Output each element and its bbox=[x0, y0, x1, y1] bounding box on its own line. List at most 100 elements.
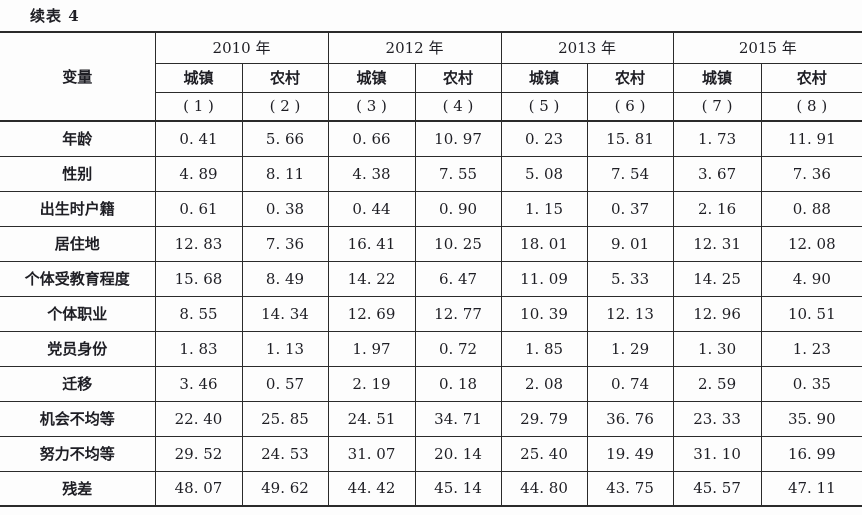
table-cell: 1. 85 bbox=[501, 331, 588, 367]
table-header: 变量 2010 年 2012 年 2013 年 2015 年 城镇 农村 城镇 … bbox=[0, 32, 862, 122]
table-cell: 25. 40 bbox=[501, 436, 588, 472]
corner-header-variable: 变量 bbox=[0, 32, 156, 122]
table-cell: 8. 55 bbox=[155, 296, 243, 332]
table-cell: 5. 08 bbox=[501, 156, 588, 192]
table-cell: 12. 31 bbox=[673, 226, 762, 262]
subheader-urban: 城镇 bbox=[673, 63, 762, 93]
table-row-residence: 居住地 12. 83 7. 36 16. 41 10. 25 18. 01 9. 01 12.… bbox=[0, 226, 862, 262]
table-cell: 12. 77 bbox=[415, 296, 502, 332]
row-label: 性别 bbox=[0, 156, 156, 192]
table-cell: 10. 39 bbox=[501, 296, 588, 332]
table-row-effort-inequality: 努力不均等 29. 52 24. 53 31. 07 20. 14 25. 40 19. 4… bbox=[0, 436, 862, 472]
table-cell: 35. 90 bbox=[761, 401, 862, 437]
year-header-2015: 2015 年 bbox=[673, 32, 862, 64]
table-cell: 1. 73 bbox=[673, 121, 762, 157]
table-cell: 4. 90 bbox=[761, 261, 862, 297]
table-cell: 2. 16 bbox=[673, 191, 762, 227]
row-label: 个体职业 bbox=[0, 296, 156, 332]
table-body: 年龄 0. 41 5. 66 0. 66 10. 97 0. 23 15. 81 1. 73 1… bbox=[0, 121, 862, 506]
subheader-rural: 农村 bbox=[242, 63, 329, 93]
year-header-2010: 2010 年 bbox=[155, 32, 329, 64]
table-cell: 49. 62 bbox=[242, 471, 329, 506]
table-cell: 10. 51 bbox=[761, 296, 862, 332]
table-cell: 0. 72 bbox=[415, 331, 502, 367]
table-row-residual: 残差 48. 07 49. 62 44. 42 45. 14 44. 80 43. 75 45… bbox=[0, 471, 862, 506]
table-row-opportunity-inequality: 机会不均等 22. 40 25. 85 24. 51 34. 71 29. 79 36. 7… bbox=[0, 401, 862, 437]
column-number-7: ( 7 ) bbox=[673, 92, 762, 122]
table-cell: 34. 71 bbox=[415, 401, 502, 437]
table-cell: 44. 42 bbox=[328, 471, 416, 506]
table-cell: 48. 07 bbox=[155, 471, 243, 506]
table-cell: 7. 55 bbox=[415, 156, 502, 192]
table-cell: 12. 83 bbox=[155, 226, 243, 262]
table-cell: 22. 40 bbox=[155, 401, 243, 437]
table-row-education: 个体受教育程度 15. 68 8. 49 14. 22 6. 47 11. 09 5. 33… bbox=[0, 261, 862, 297]
table-cell: 1. 30 bbox=[673, 331, 762, 367]
table-row-migration: 迁移 3. 46 0. 57 2. 19 0. 18 2. 08 0. 74 2. 59 0. … bbox=[0, 366, 862, 402]
table-title: 续表 4 bbox=[30, 7, 80, 25]
column-number-1: ( 1 ) bbox=[155, 92, 243, 122]
table-cell: 4. 89 bbox=[155, 156, 243, 192]
table-cell: 1. 23 bbox=[761, 331, 862, 367]
table-cell: 44. 80 bbox=[501, 471, 588, 506]
row-label: 努力不均等 bbox=[0, 436, 156, 472]
table-cell: 45. 57 bbox=[673, 471, 762, 506]
table-cell: 15. 81 bbox=[587, 121, 674, 157]
table-cell: 0. 18 bbox=[415, 366, 502, 402]
header-row-column-numbers: ( 1 ) ( 2 ) ( 3 ) ( 4 ) ( 5 ) ( 6 ) ( 7 … bbox=[0, 92, 862, 122]
row-label: 个体受教育程度 bbox=[0, 261, 156, 297]
table-cell: 0. 66 bbox=[328, 121, 416, 157]
table-cell: 31. 10 bbox=[673, 436, 762, 472]
table-cell: 1. 29 bbox=[587, 331, 674, 367]
table-cell: 24. 53 bbox=[242, 436, 329, 472]
table-cell: 10. 97 bbox=[415, 121, 502, 157]
table-cell: 29. 52 bbox=[155, 436, 243, 472]
table-cell: 1. 97 bbox=[328, 331, 416, 367]
row-label: 党员身份 bbox=[0, 331, 156, 367]
table-cell: 12. 96 bbox=[673, 296, 762, 332]
table-cell: 1. 15 bbox=[501, 191, 588, 227]
table-cell: 2. 08 bbox=[501, 366, 588, 402]
subheader-urban: 城镇 bbox=[328, 63, 416, 93]
table-cell: 18. 01 bbox=[501, 226, 588, 262]
table-cell: 36. 76 bbox=[587, 401, 674, 437]
table-cell: 6. 47 bbox=[415, 261, 502, 297]
column-number-5: ( 5 ) bbox=[501, 92, 588, 122]
table-cell: 3. 46 bbox=[155, 366, 243, 402]
table-cell: 12. 13 bbox=[587, 296, 674, 332]
table-row-gender: 性别 4. 89 8. 11 4. 38 7. 55 5. 08 7. 54 3. 67 7. … bbox=[0, 156, 862, 192]
table-row-party-membership: 党员身份 1. 83 1. 13 1. 97 0. 72 1. 85 1. 29 1. 30 1… bbox=[0, 331, 862, 367]
table-cell: 0. 37 bbox=[587, 191, 674, 227]
table-cell: 0. 57 bbox=[242, 366, 329, 402]
column-number-2: ( 2 ) bbox=[242, 92, 329, 122]
table-cell: 7. 36 bbox=[242, 226, 329, 262]
table-cell: 11. 91 bbox=[761, 121, 862, 157]
row-label: 居住地 bbox=[0, 226, 156, 262]
table-cell: 31. 07 bbox=[328, 436, 416, 472]
table-cell: 4. 38 bbox=[328, 156, 416, 192]
table-cell: 29. 79 bbox=[501, 401, 588, 437]
table-cell: 47. 11 bbox=[787, 479, 836, 498]
table-cell: 0. 90 bbox=[415, 191, 502, 227]
table-cell: 24. 51 bbox=[328, 401, 416, 437]
table-cell: 5. 33 bbox=[587, 261, 674, 297]
table-cell: 16. 99 bbox=[761, 436, 862, 472]
header-row-years: 变量 2010 年 2012 年 2013 年 2015 年 bbox=[0, 32, 862, 122]
table-cell: 0. 88 bbox=[761, 191, 862, 227]
table-cell: 45. 14 bbox=[415, 471, 502, 506]
table-cell: 20. 14 bbox=[415, 436, 502, 472]
table-cell: 8. 11 bbox=[242, 156, 329, 192]
table-cell: 23. 33 bbox=[673, 401, 762, 437]
table-cell: 0. 38 bbox=[242, 191, 329, 227]
table-cell: 0. 44 bbox=[328, 191, 416, 227]
header-row-area: 城镇 农村 城镇 农村 城镇 农村 城镇 农村 bbox=[0, 63, 862, 93]
continued-table-4: 变量 2010 年 2012 年 2013 年 2015 年 城镇 农村 城镇 … bbox=[0, 31, 862, 507]
table-cell: 0. 61 bbox=[155, 191, 243, 227]
row-label: 机会不均等 bbox=[0, 401, 156, 437]
table-cell: 5. 66 bbox=[242, 121, 329, 157]
table-cell: 8. 49 bbox=[242, 261, 329, 297]
table-cell: 0. 74 bbox=[587, 366, 674, 402]
table-cell: 12. 08 bbox=[761, 226, 862, 262]
table-cell: 19. 49 bbox=[587, 436, 674, 472]
